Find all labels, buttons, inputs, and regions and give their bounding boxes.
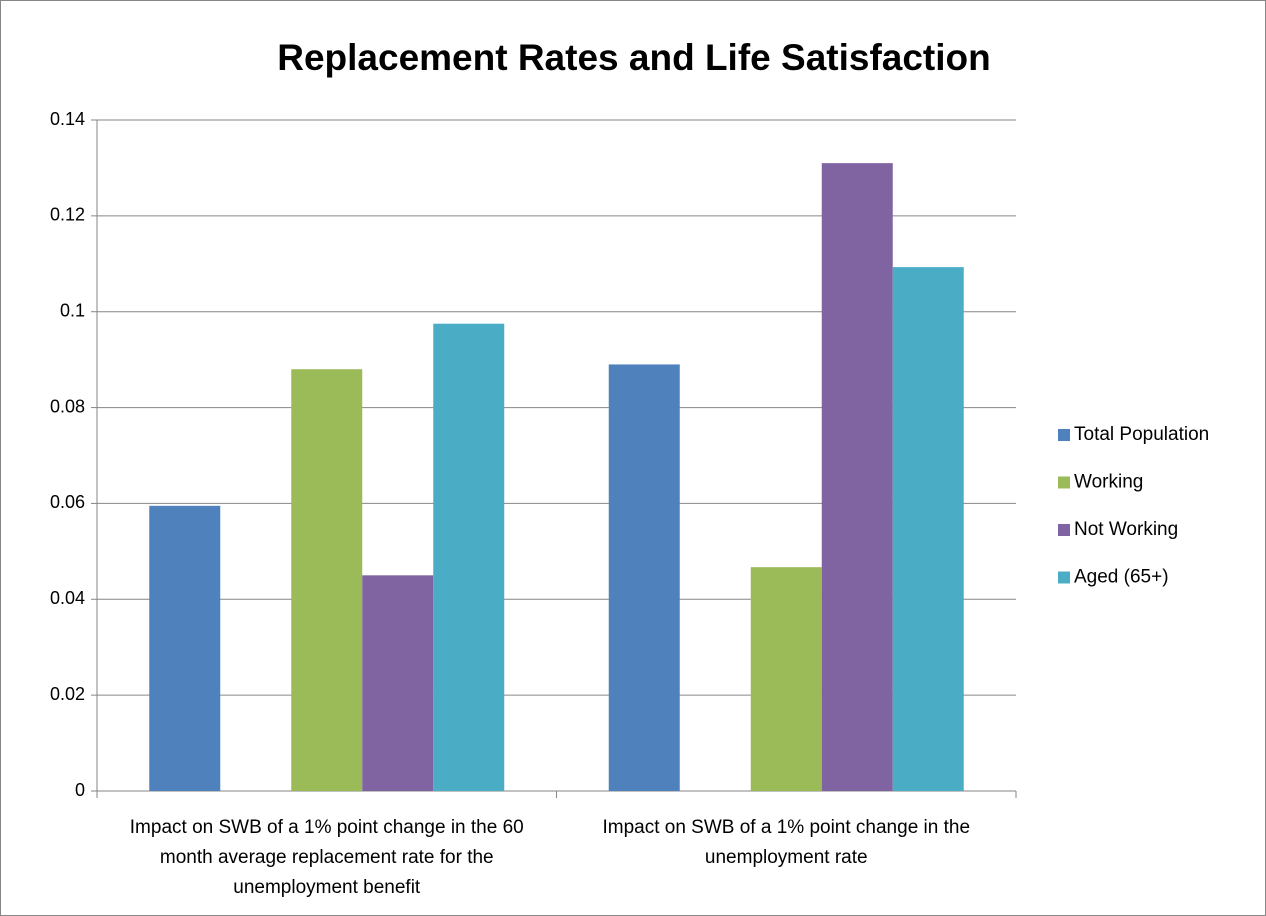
y-tick-label: 0.14: [50, 109, 85, 129]
y-tick-label: 0.04: [50, 588, 85, 608]
bar: [149, 505, 221, 791]
y-tick-label: 0: [75, 780, 85, 800]
bar: [821, 163, 893, 791]
legend-swatch: [1058, 429, 1070, 441]
y-tick-label: 0.1: [60, 300, 85, 320]
bar: [892, 267, 964, 791]
x-tick-label: Impact on SWB of a 1% point change in th…: [129, 817, 524, 898]
legend-swatch: [1058, 571, 1070, 584]
bar: [433, 323, 505, 791]
x-tick-label: Impact on SWB of a 1% point change in th…: [602, 817, 971, 868]
legend-label: Working: [1074, 472, 1143, 493]
bar: [362, 575, 434, 791]
chart-title: Replacement Rates and Life Satisfaction: [277, 37, 990, 78]
legend-swatch: [1058, 476, 1070, 489]
legend-label: Total Population: [1074, 424, 1209, 445]
y-tick-label: 0.02: [50, 684, 85, 704]
legend-swatch: [1058, 524, 1070, 536]
legend-label: Not Working: [1074, 519, 1178, 540]
y-tick-label: 0.12: [50, 205, 85, 225]
bar: [608, 364, 680, 791]
legend-label: Aged (65+): [1074, 567, 1169, 588]
y-tick-label: 0.06: [50, 492, 85, 512]
bar: [750, 567, 822, 791]
bar: [291, 369, 363, 791]
y-tick-label: 0.08: [50, 396, 85, 416]
